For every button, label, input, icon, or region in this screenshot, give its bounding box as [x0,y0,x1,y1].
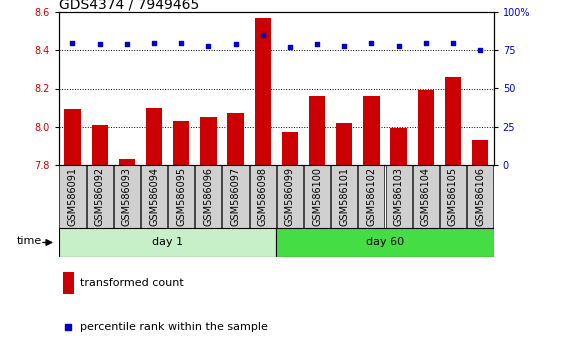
Bar [277,165,303,228]
Text: GSM586100: GSM586100 [312,167,322,226]
Point [258,32,267,38]
Text: GSM586092: GSM586092 [95,167,105,226]
Bar [146,108,162,165]
Text: GSM586097: GSM586097 [231,167,241,226]
Point [64,324,73,330]
Point [177,40,186,46]
Bar [467,165,493,228]
Point [68,40,77,46]
Point [122,41,131,47]
Text: transformed count: transformed count [80,278,183,288]
Text: GSM586099: GSM586099 [285,167,295,226]
Text: time: time [16,236,42,246]
Bar [91,125,108,165]
Bar [390,129,407,165]
Bar [304,165,330,228]
Text: GSM586094: GSM586094 [149,167,159,226]
Bar [336,123,352,165]
Bar [445,77,461,165]
Text: GSM586098: GSM586098 [257,167,268,226]
Text: percentile rank within the sample: percentile rank within the sample [80,322,268,332]
Bar [173,121,189,165]
Bar [282,132,298,165]
Bar [472,140,488,165]
Bar [141,165,167,228]
Text: GSM586091: GSM586091 [67,167,77,226]
Text: GSM586095: GSM586095 [176,167,186,226]
Bar [255,18,271,165]
Bar [440,165,466,228]
Bar [59,228,276,257]
Text: GSM586105: GSM586105 [448,167,458,226]
Text: GSM586096: GSM586096 [203,167,213,226]
Bar [86,165,113,228]
Point [286,45,295,50]
Point [448,40,457,46]
Point [476,47,485,53]
Text: GSM586104: GSM586104 [421,167,431,226]
Text: GDS4374 / 7949465: GDS4374 / 7949465 [59,0,199,11]
Point [150,40,159,46]
Text: GSM586103: GSM586103 [394,167,403,226]
Text: day 1: day 1 [152,238,183,247]
Bar [168,165,194,228]
Point [312,41,321,47]
Bar [65,109,81,165]
Bar [223,165,249,228]
Bar [364,96,380,165]
Bar [195,165,222,228]
Text: day 60: day 60 [366,238,404,247]
Text: GSM586106: GSM586106 [475,167,485,226]
Bar [114,165,140,228]
Bar [250,165,276,228]
Point [421,40,430,46]
Bar [331,165,357,228]
Bar [119,159,135,165]
Point [95,41,104,47]
Bar [385,165,412,228]
Text: GSM586093: GSM586093 [122,167,132,226]
Bar [227,113,243,165]
Bar [413,165,439,228]
Bar [309,96,325,165]
Bar [276,228,494,257]
Point [231,41,240,47]
Bar [417,90,434,165]
Bar [63,272,74,294]
Point [340,43,349,49]
Bar [59,165,85,228]
Text: GSM586102: GSM586102 [366,167,376,226]
Bar [200,117,217,165]
Text: GSM586101: GSM586101 [339,167,350,226]
Point [367,40,376,46]
Point [204,43,213,49]
Bar [358,165,384,228]
Point [394,43,403,49]
